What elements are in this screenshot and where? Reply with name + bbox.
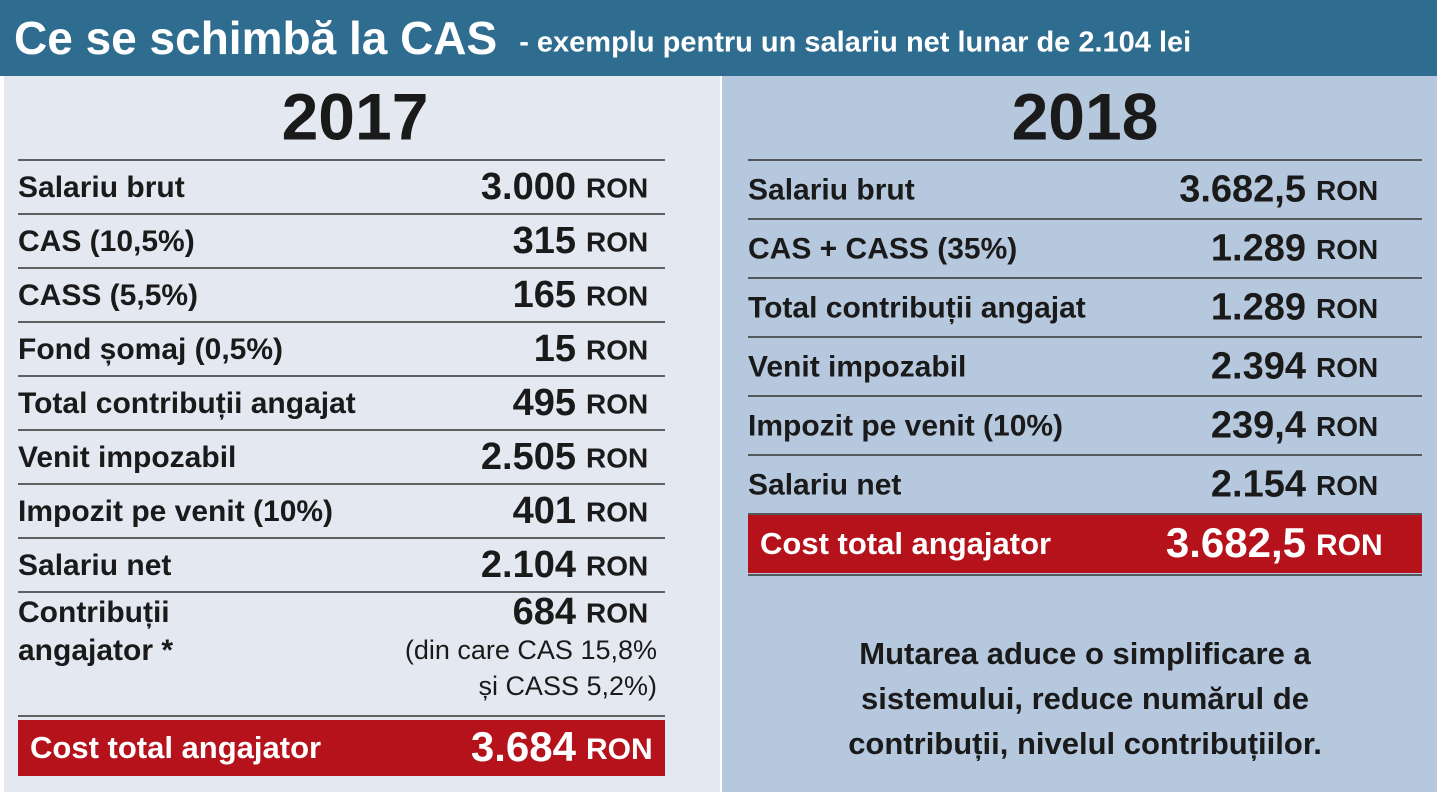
row-label: Salariu net: [748, 468, 901, 501]
note-text: sistemului, reduce numărul de: [861, 681, 1309, 716]
row-unit: RON: [1316, 352, 1378, 383]
subtitle: - exemplu pentru un salariu net lunar de…: [519, 27, 1191, 59]
total-bar: [748, 515, 1422, 573]
total-label: Cost total angajator: [30, 730, 321, 765]
row-label: Total contribuții angajat: [748, 291, 1086, 324]
total-bar: [18, 720, 665, 776]
row-value: 2.394: [1211, 346, 1306, 388]
row-label: CASS (5,5%): [18, 279, 198, 312]
total-unit: RON: [1316, 529, 1383, 562]
row-unit: RON: [1316, 470, 1378, 501]
panel-2018: [722, 76, 1437, 792]
row-value: 3.682,5: [1179, 169, 1306, 211]
row-unit: RON: [586, 334, 648, 365]
row-label: Fond șomaj (0,5%): [18, 333, 283, 366]
row-unit: RON: [586, 496, 648, 527]
row-label: angajator *: [18, 634, 173, 667]
row-value: 495: [513, 382, 576, 424]
row-unit: RON: [586, 226, 648, 257]
row-value: 2.154: [1211, 464, 1306, 506]
row-label: Total contribuții angajat: [18, 387, 356, 420]
row-value: 2.505: [481, 436, 576, 478]
row-unit: RON: [586, 550, 648, 581]
header-bar: [0, 0, 1437, 76]
row-unit: RON: [1316, 411, 1378, 442]
row-unit: RON: [1316, 293, 1378, 324]
row-label: Salariu brut: [748, 173, 915, 206]
row-unit: RON: [1316, 234, 1378, 265]
row-value: 239,4: [1211, 405, 1306, 447]
row-label: Venit impozabil: [18, 441, 236, 474]
row-value: 3.000: [481, 166, 576, 208]
total-unit: RON: [586, 733, 653, 766]
note-text: Mutarea aduce o simplificare a: [859, 636, 1311, 671]
row-value: 2.104: [481, 544, 576, 586]
row-label: Salariu net: [18, 549, 171, 582]
row-unit: RON: [1316, 175, 1378, 206]
total-label: Cost total angajator: [760, 526, 1051, 561]
row-label: Contribuții: [18, 596, 170, 629]
year: 2018: [1012, 79, 1159, 153]
row-unit: RON: [586, 597, 648, 628]
row-value: 1.289: [1211, 287, 1306, 329]
row-value: 401: [513, 490, 576, 532]
row-label: Venit impozabil: [748, 350, 966, 383]
row-label: CAS (10,5%): [18, 225, 195, 258]
panel-2017: [4, 76, 720, 792]
row-value: 315: [513, 220, 576, 262]
title: Ce se schimbă la CAS: [14, 12, 497, 64]
year: 2017: [282, 79, 429, 153]
row-label: Salariu brut: [18, 171, 185, 204]
row-label: CAS + CASS (35%): [748, 232, 1017, 265]
row-unit: RON: [586, 280, 648, 311]
row-value: 165: [513, 274, 576, 316]
row-unit: RON: [586, 388, 648, 419]
row-unit: RON: [586, 172, 648, 203]
row-value: 15: [534, 328, 576, 370]
row-label: Impozit pe venit (10%): [748, 409, 1063, 442]
row-label: Impozit pe venit (10%): [18, 495, 333, 528]
note-text: contribuții, nivelul contribuțiilor.: [848, 726, 1322, 761]
row-note: (din care CAS 15,8%: [405, 635, 657, 665]
row-note: și CASS 5,2%): [478, 671, 657, 701]
total-value: 3.682,5: [1166, 519, 1306, 566]
row-value: 684: [513, 591, 576, 633]
total-value: 3.684: [471, 723, 577, 770]
row-value: 1.289: [1211, 228, 1306, 270]
row-unit: RON: [586, 442, 648, 473]
